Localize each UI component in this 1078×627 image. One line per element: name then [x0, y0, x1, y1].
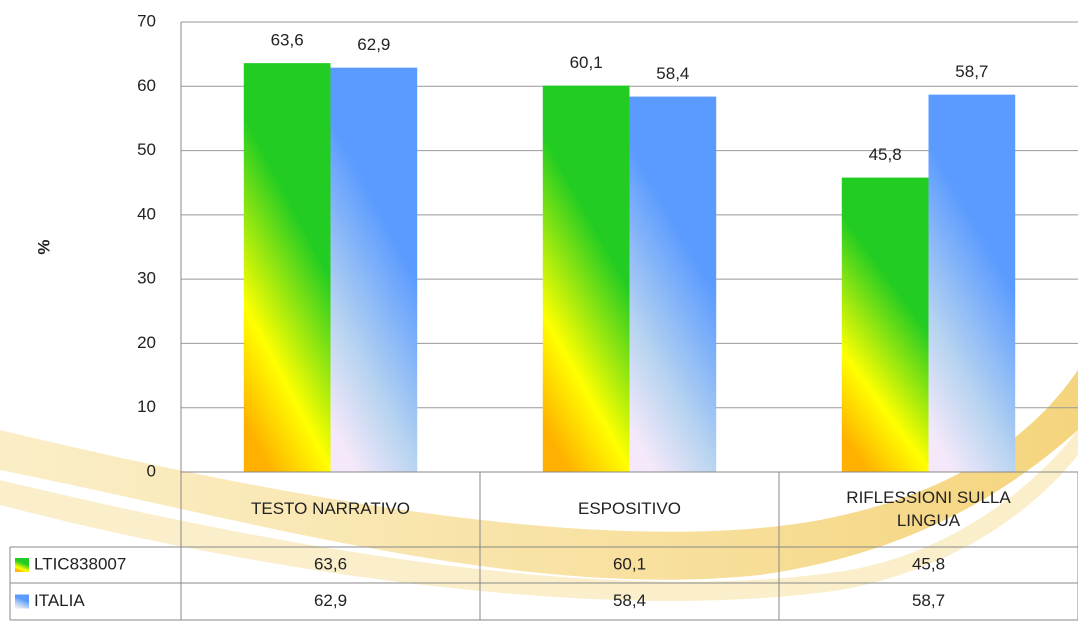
y-tick-label: 0 — [147, 461, 156, 480]
x-tick-label: TESTO NARRATIVO — [250, 499, 410, 519]
y-axis-label: % — [34, 239, 53, 254]
data-label: 45,8 — [869, 145, 902, 164]
x-tick-label: ESPOSITIVO — [578, 499, 681, 519]
bar — [330, 67, 418, 473]
bar — [542, 85, 630, 473]
table-value: 58,7 — [912, 591, 945, 610]
y-tick-label: 60 — [137, 76, 156, 95]
background-decoration — [0, 370, 1078, 601]
data-label: 60,1 — [570, 53, 603, 72]
category-cell: TESTO NARRATIVO — [250, 499, 410, 519]
y-tick-label: 20 — [137, 333, 156, 352]
bar — [928, 94, 1016, 473]
legend-label: ITALIA — [34, 591, 85, 610]
legend-label: LTIC838007 — [34, 554, 126, 573]
data-label: 62,9 — [357, 35, 390, 54]
y-tick-label: 10 — [137, 397, 156, 416]
table-value: 45,8 — [912, 554, 945, 573]
table-value: 62,9 — [314, 591, 347, 610]
bar — [629, 96, 717, 473]
y-tick-label: 40 — [137, 204, 156, 223]
category-cell: RIFLESSIONI SULLA LINGUA — [846, 487, 1011, 530]
y-tick-label: 30 — [137, 269, 156, 288]
data-label: 63,6 — [271, 31, 304, 50]
x-tick-label: RIFLESSIONI SULLA LINGUA — [846, 487, 1011, 530]
data-label: 58,4 — [656, 64, 689, 83]
y-tick-label: 70 — [137, 11, 156, 30]
table-value: 60,1 — [613, 554, 646, 573]
data-label: 58,7 — [955, 62, 988, 81]
bar — [243, 63, 331, 473]
y-tick-label: 50 — [137, 140, 156, 159]
legend-swatch — [15, 594, 29, 609]
table-value: 63,6 — [314, 554, 347, 573]
table-value: 58,4 — [613, 591, 646, 610]
category-cell: ESPOSITIVO — [578, 499, 681, 519]
bar — [841, 177, 929, 473]
legend-swatch — [15, 558, 29, 572]
